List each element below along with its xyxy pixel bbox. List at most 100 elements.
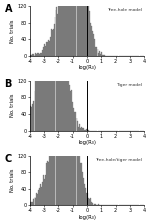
Bar xyxy=(47,42,48,56)
Bar xyxy=(33,54,34,56)
Bar xyxy=(41,46,42,131)
Bar xyxy=(90,23,91,56)
Bar xyxy=(40,53,41,56)
Bar xyxy=(55,0,56,131)
Bar xyxy=(37,194,38,205)
Bar xyxy=(52,134,53,205)
Bar xyxy=(75,0,76,56)
Bar xyxy=(59,78,60,205)
Bar xyxy=(80,128,81,131)
Bar xyxy=(39,54,40,56)
Bar xyxy=(90,198,91,205)
Bar xyxy=(66,52,67,205)
Bar xyxy=(94,204,95,205)
Bar xyxy=(31,107,32,131)
Bar xyxy=(78,0,79,56)
Bar xyxy=(50,146,51,205)
Bar xyxy=(63,0,64,56)
Bar xyxy=(44,44,45,56)
Bar xyxy=(43,41,44,131)
Bar xyxy=(101,52,102,56)
Bar xyxy=(74,98,75,205)
Bar xyxy=(69,85,70,131)
Text: Tree-hole model: Tree-hole model xyxy=(107,8,142,12)
Bar xyxy=(54,24,55,56)
Bar xyxy=(32,104,33,131)
Bar xyxy=(48,40,49,56)
Bar xyxy=(32,202,33,205)
Bar xyxy=(71,0,72,56)
Bar xyxy=(62,29,63,131)
Bar xyxy=(88,0,89,56)
Bar xyxy=(81,163,82,205)
Bar xyxy=(31,55,32,56)
Bar xyxy=(80,0,81,56)
Text: Tree-hole/tiger model: Tree-hole/tiger model xyxy=(95,157,142,162)
Bar xyxy=(61,78,62,205)
Bar xyxy=(79,151,80,205)
Bar xyxy=(67,64,68,205)
Bar xyxy=(93,34,94,56)
Bar xyxy=(46,42,47,56)
Bar xyxy=(79,0,80,56)
Bar xyxy=(74,0,75,56)
Bar xyxy=(64,62,65,205)
Bar xyxy=(46,17,47,131)
Bar xyxy=(33,101,34,131)
Bar xyxy=(30,55,31,56)
Y-axis label: No. trials: No. trials xyxy=(10,94,15,117)
Bar xyxy=(51,0,52,131)
Bar xyxy=(66,0,67,56)
Bar xyxy=(78,139,79,205)
Bar xyxy=(47,161,48,205)
Bar xyxy=(38,74,39,131)
X-axis label: log(R₀): log(R₀) xyxy=(78,215,96,220)
Bar xyxy=(91,26,92,56)
Bar xyxy=(62,61,63,205)
Bar xyxy=(65,0,66,56)
Bar xyxy=(57,106,58,205)
Bar xyxy=(65,70,66,205)
Bar xyxy=(62,0,63,56)
Bar xyxy=(70,91,71,131)
Bar xyxy=(72,90,73,205)
Bar xyxy=(48,162,49,205)
Bar xyxy=(34,55,35,56)
Bar xyxy=(52,30,53,56)
Bar xyxy=(81,0,82,56)
Bar xyxy=(75,112,76,131)
Bar xyxy=(73,0,74,56)
Bar xyxy=(63,47,64,131)
Bar xyxy=(97,49,98,56)
Bar xyxy=(60,26,61,131)
Bar xyxy=(34,197,35,205)
Bar xyxy=(94,39,95,56)
Bar xyxy=(69,0,70,56)
Bar xyxy=(50,2,51,131)
Bar xyxy=(84,184,85,205)
Bar xyxy=(76,0,77,56)
Bar xyxy=(57,0,58,131)
Bar xyxy=(85,130,86,131)
Y-axis label: No. trials: No. trials xyxy=(10,19,15,43)
Bar xyxy=(45,45,46,56)
Bar xyxy=(59,4,60,131)
X-axis label: log(R₀): log(R₀) xyxy=(78,140,96,145)
Bar xyxy=(103,55,104,56)
Bar xyxy=(99,51,100,56)
Bar xyxy=(36,54,37,56)
Bar xyxy=(75,110,76,205)
Bar xyxy=(63,62,64,205)
Bar xyxy=(72,0,73,56)
Bar xyxy=(42,50,43,56)
Bar xyxy=(41,187,42,205)
Bar xyxy=(49,0,50,131)
Bar xyxy=(76,118,77,131)
Bar xyxy=(72,102,73,131)
Y-axis label: No. trials: No. trials xyxy=(10,169,15,192)
Bar xyxy=(60,65,61,205)
Bar xyxy=(64,53,65,131)
Bar xyxy=(36,73,37,131)
Bar xyxy=(70,0,71,56)
Text: A: A xyxy=(4,4,12,14)
